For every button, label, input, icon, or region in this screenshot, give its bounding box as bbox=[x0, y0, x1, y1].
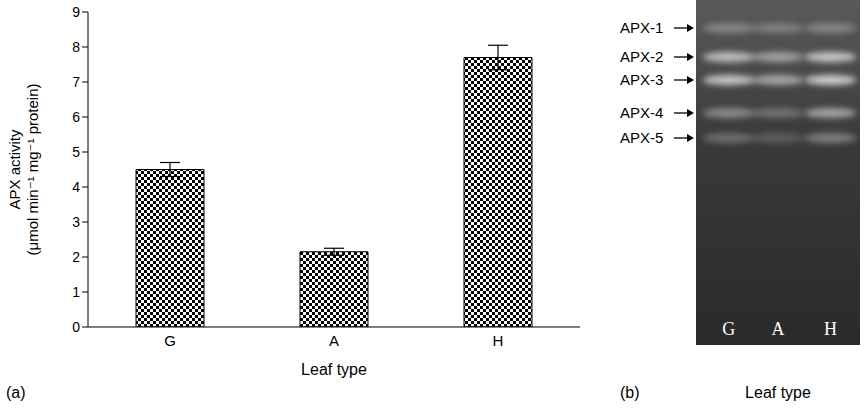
svg-text:3: 3 bbox=[72, 214, 80, 230]
svg-text:Leaf type: Leaf type bbox=[745, 384, 811, 401]
svg-text:5: 5 bbox=[72, 144, 80, 160]
svg-text:7: 7 bbox=[72, 74, 80, 90]
svg-text:A: A bbox=[772, 319, 785, 339]
svg-text:G: G bbox=[164, 332, 176, 349]
html-text:(a): (a) bbox=[6, 384, 26, 401]
svg-text:APX-5: APX-5 bbox=[620, 129, 663, 146]
svg-text:APX-3: APX-3 bbox=[620, 71, 663, 88]
svg-text:G: G bbox=[722, 319, 735, 339]
svg-text:0: 0 bbox=[72, 319, 80, 335]
svg-text:APX activity(μmol min⁻¹ mg⁻¹ p: APX activity(μmol min⁻¹ mg⁻¹ protein) bbox=[6, 83, 41, 255]
svg-text:9: 9 bbox=[72, 4, 80, 20]
svg-text:1: 1 bbox=[72, 284, 80, 300]
svg-text:APX-4: APX-4 bbox=[620, 104, 663, 121]
svg-text:(b): (b) bbox=[620, 384, 640, 401]
svg-text:A: A bbox=[329, 332, 339, 349]
svg-text:4: 4 bbox=[72, 179, 80, 195]
svg-text:APX-1: APX-1 bbox=[620, 19, 663, 36]
svg-text:H: H bbox=[493, 332, 504, 349]
svg-text:2: 2 bbox=[72, 249, 80, 265]
svg-text:APX-2: APX-2 bbox=[620, 48, 663, 65]
svg-text:8: 8 bbox=[72, 39, 80, 55]
svg-text:Leaf type: Leaf type bbox=[301, 361, 367, 378]
svg-text:H: H bbox=[824, 319, 837, 339]
svg-text:6: 6 bbox=[72, 109, 80, 125]
